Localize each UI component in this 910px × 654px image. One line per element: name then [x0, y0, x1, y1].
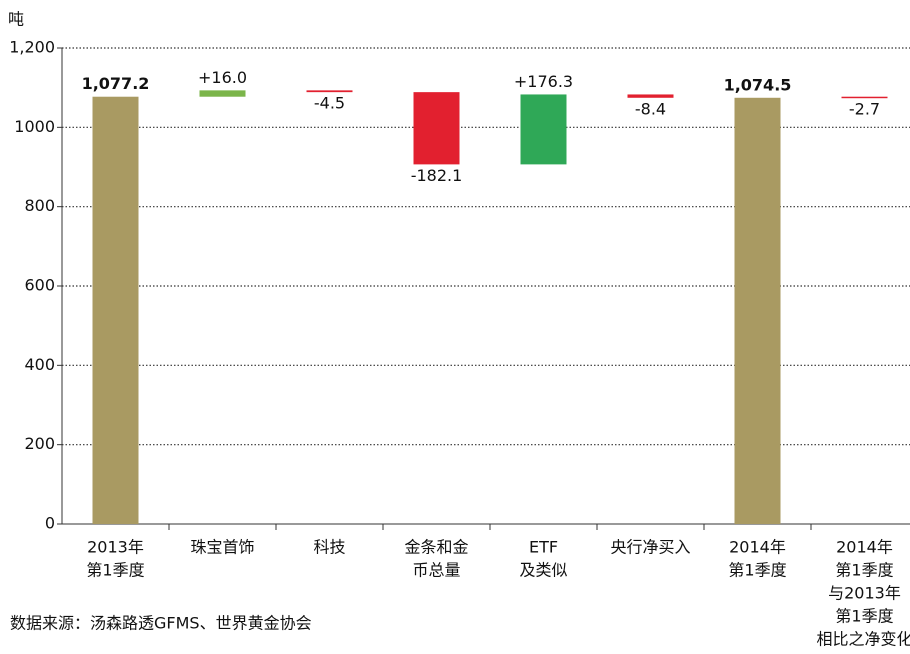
x-tick-label: 与2013年	[828, 584, 901, 603]
x-tick-label: 第1季度	[835, 561, 893, 580]
y-tick-label: 200	[24, 434, 55, 453]
bar	[841, 96, 888, 99]
y-axis-label: 吨	[8, 10, 24, 29]
x-tick-label: 科技	[313, 538, 345, 557]
x-tick-label: 第1季度	[86, 561, 144, 580]
y-tick-label: 600	[24, 276, 55, 295]
bar	[627, 94, 674, 98]
y-tick-label: 1000	[14, 117, 55, 136]
y-tick-label: 0	[45, 514, 55, 533]
x-tick-label: 珠宝首饰	[190, 538, 254, 557]
x-tick-label: 2014年	[729, 538, 786, 557]
data-label: +176.3	[514, 72, 573, 91]
x-tick-label: ETF	[529, 538, 558, 557]
x-tick-label: 币总量	[412, 561, 460, 580]
source-note: 数据来源：汤森路透GFMS、世界黄金协会	[10, 614, 312, 633]
data-label: -4.5	[314, 94, 345, 113]
data-label: -8.4	[635, 99, 666, 118]
data-label: -2.7	[849, 99, 880, 118]
data-label: +16.0	[198, 68, 247, 87]
bar	[306, 90, 353, 93]
bar	[92, 96, 139, 524]
y-tick-label: 400	[24, 355, 55, 374]
x-tick-label: 2013年	[87, 538, 144, 557]
data-label: 1,077.2	[82, 74, 150, 93]
y-tick-label: 1,200	[9, 38, 55, 57]
x-tick-label: 金条和金	[404, 538, 468, 557]
y-tick-label: 800	[24, 196, 55, 215]
x-tick-label: 第1季度	[835, 607, 893, 626]
bar	[199, 90, 246, 97]
data-label: 1,074.5	[724, 75, 792, 94]
x-tick-label: 2014年	[836, 538, 893, 557]
bar	[734, 97, 781, 524]
x-tick-label: 及类似	[519, 561, 567, 580]
x-tick-label: 央行净买入	[610, 538, 690, 557]
x-tick-label: 第1季度	[728, 561, 786, 580]
bar	[520, 94, 567, 165]
data-label: -182.1	[411, 166, 463, 185]
bar	[413, 92, 460, 165]
x-tick-label: 相比之净变化	[816, 630, 910, 649]
